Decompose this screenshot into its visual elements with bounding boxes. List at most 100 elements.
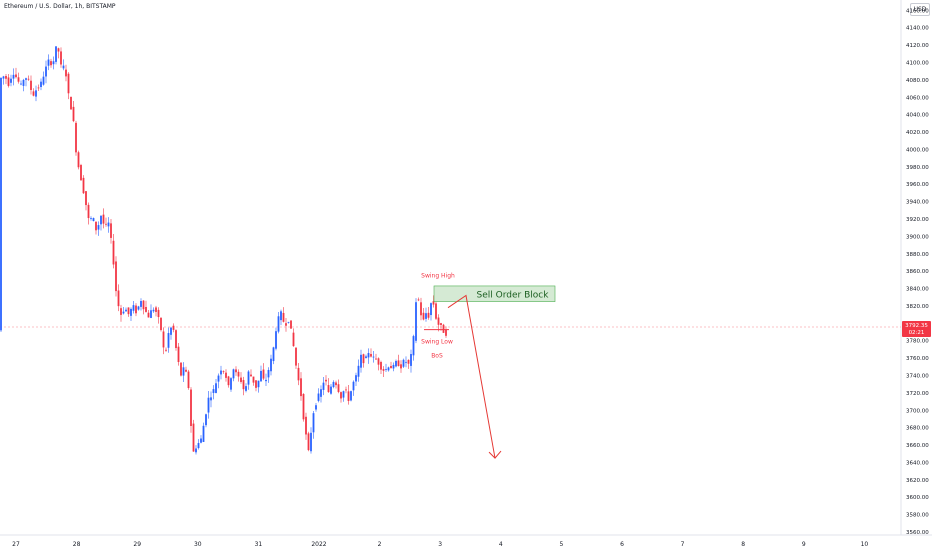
candle-body	[297, 367, 300, 381]
candle-body	[177, 346, 180, 363]
x-tick-label: 2022	[311, 541, 326, 548]
candle-body	[92, 218, 95, 221]
candle-body	[272, 347, 275, 362]
candle-body	[175, 330, 177, 349]
candle-body	[270, 358, 272, 372]
candle-body	[227, 376, 230, 386]
candle-body	[37, 87, 40, 89]
candle-body	[77, 152, 80, 168]
projection-arrowhead	[488, 450, 502, 459]
candle-body	[2, 76, 5, 79]
candle-body	[150, 310, 152, 318]
candle-body	[322, 382, 325, 390]
candle-body	[145, 306, 147, 312]
candle-body	[267, 369, 270, 378]
candle-body	[132, 305, 135, 311]
candle-body	[247, 371, 250, 385]
candle-body	[397, 360, 400, 367]
y-tick-label: 3680.00	[906, 426, 929, 432]
candle-body	[370, 353, 372, 357]
candle-body	[70, 96, 72, 110]
y-tick-label: 3660.00	[906, 443, 929, 449]
candle-body	[182, 367, 185, 376]
candle-body	[252, 376, 255, 383]
x-tick-label: 6	[620, 541, 624, 548]
x-tick-label: 5	[559, 541, 563, 548]
candle-body	[30, 80, 32, 90]
candle-body	[45, 66, 47, 77]
candle-body	[152, 309, 155, 312]
sell-order-block-label: Sell Order Block	[477, 290, 550, 300]
x-tick-label: 7	[681, 541, 685, 548]
x-tick-label: 27	[12, 541, 20, 548]
last-price-label: 3792.35	[905, 323, 928, 329]
candle-body	[0, 77, 2, 331]
chart-title: Ethereum / U.S. Dollar, 1h, BITSTAMP	[4, 3, 116, 10]
candle-body	[210, 397, 212, 401]
candle-body	[375, 358, 377, 360]
candle-body	[230, 378, 232, 390]
y-tick-label: 3620.00	[906, 478, 929, 484]
candle-body	[337, 384, 340, 392]
candle-body	[167, 333, 170, 348]
y-tick-label: 3820.00	[906, 304, 929, 310]
candle-body	[27, 78, 30, 80]
candle-body	[317, 393, 320, 401]
candle-body	[240, 377, 242, 382]
y-tick-label: 4060.00	[906, 95, 929, 101]
candle-body	[212, 389, 215, 393]
candle-body	[97, 225, 100, 230]
candle-body	[295, 347, 297, 366]
candle-body	[107, 222, 110, 227]
candle-body	[335, 382, 337, 386]
candle-body	[57, 48, 60, 52]
candle-body	[437, 317, 440, 325]
candle-body	[85, 191, 87, 206]
candle-body	[257, 380, 260, 388]
candle-body	[130, 308, 132, 316]
y-tick-label: 4160.00	[906, 8, 929, 14]
candle-body	[357, 365, 360, 377]
y-tick-label: 4020.00	[906, 130, 929, 136]
candle-body	[147, 312, 150, 318]
candle-body	[427, 312, 430, 318]
candle-body	[325, 379, 327, 382]
candle-body	[157, 309, 160, 318]
candle-body	[190, 389, 192, 426]
y-tick-label: 3940.00	[906, 200, 929, 206]
candle-body	[65, 69, 67, 77]
y-tick-label: 4140.00	[906, 26, 929, 32]
candle-body	[420, 302, 422, 316]
candle-body	[237, 371, 240, 377]
candle-body	[345, 389, 347, 391]
candle-body	[120, 308, 122, 315]
x-tick-label: 2	[378, 541, 382, 548]
candle-body	[22, 79, 25, 86]
candle-body	[102, 214, 105, 224]
candle-body	[112, 240, 115, 265]
candle-body	[365, 356, 367, 359]
candle-body	[445, 329, 447, 336]
candle-body	[137, 306, 140, 310]
candle-body	[7, 77, 10, 86]
y-tick-label: 3760.00	[906, 356, 929, 362]
candle-body	[47, 59, 50, 66]
candle-body	[290, 320, 292, 329]
candle-body	[35, 90, 37, 97]
y-tick-label: 3880.00	[906, 252, 929, 258]
candle-body	[260, 370, 262, 382]
y-tick-label: 3960.00	[906, 182, 929, 188]
x-tick-label: 4	[499, 541, 503, 548]
candle-body	[110, 223, 112, 238]
candle-body	[442, 324, 445, 333]
y-tick-label: 4080.00	[906, 78, 929, 84]
y-tick-label: 4000.00	[906, 147, 929, 153]
candle-body	[417, 299, 420, 301]
candle-body	[172, 325, 175, 330]
x-tick-label: 10	[861, 541, 869, 548]
candle-body	[87, 204, 90, 219]
candle-body	[355, 375, 357, 382]
candle-body	[250, 374, 252, 377]
currency-button[interactable]: USD	[910, 3, 930, 16]
